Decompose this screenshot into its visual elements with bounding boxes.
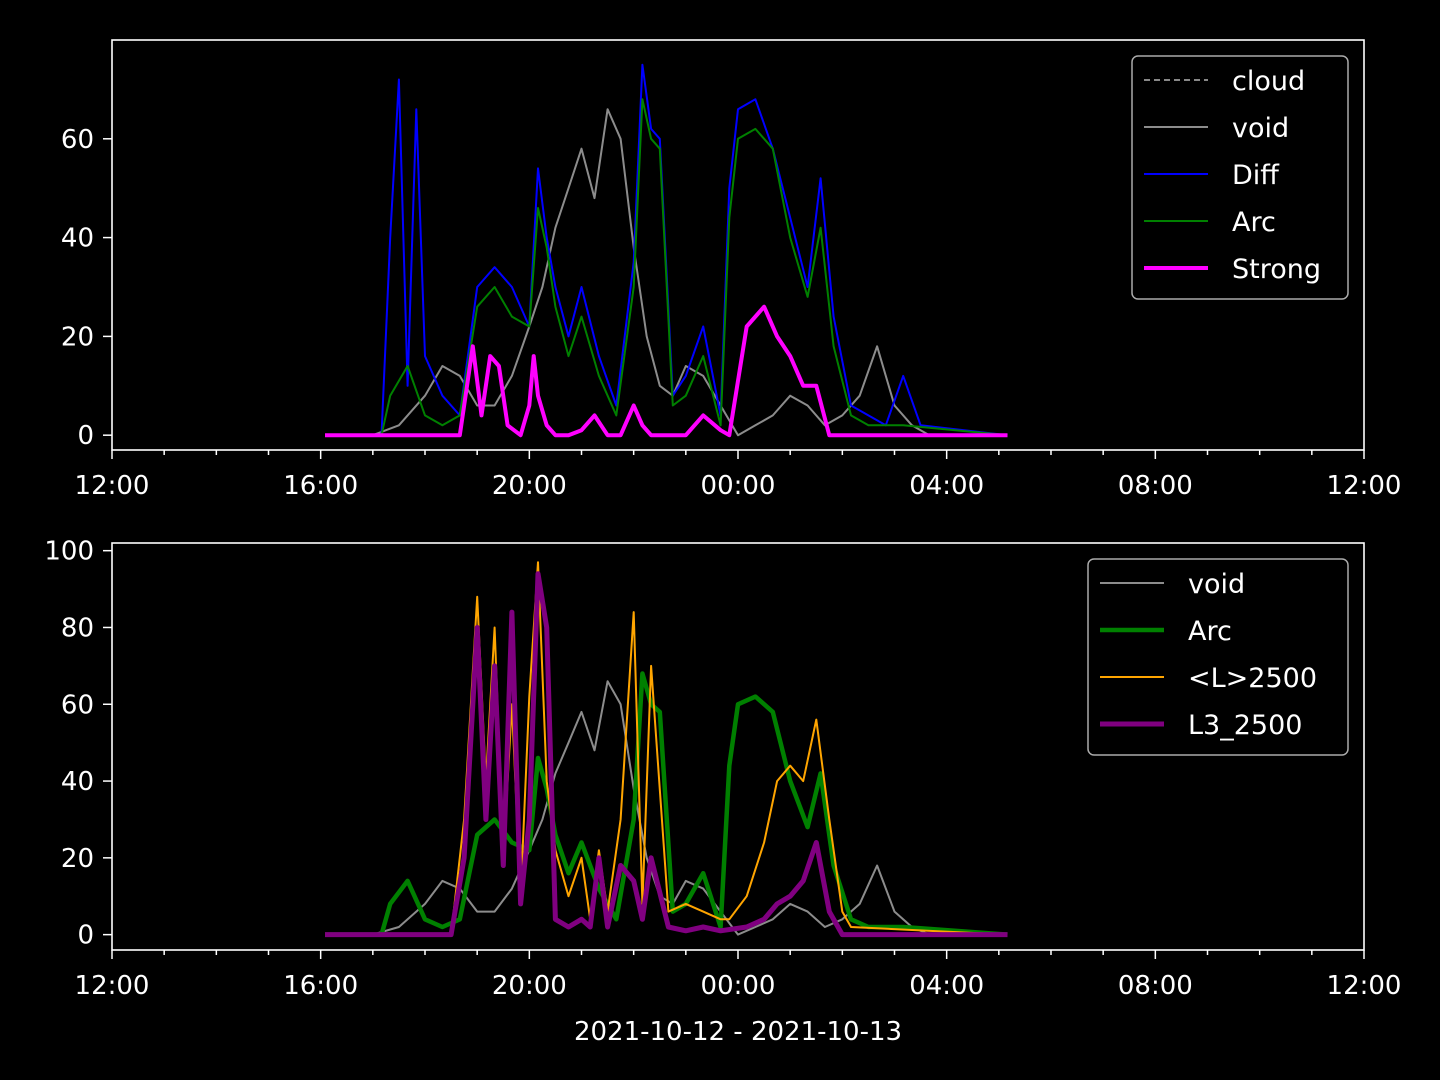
legend-box [1087, 558, 1349, 756]
legend-label-cloud: cloud [1232, 66, 1305, 97]
x-tick-label: 08:00 [1118, 971, 1193, 1001]
legend-label-void: void [1188, 569, 1245, 600]
y-tick-label: 100 [44, 537, 94, 567]
y-tick-label: 60 [61, 125, 94, 155]
x-tick-label: 12:00 [75, 971, 150, 1001]
series-line-arc [325, 671, 1008, 937]
y-tick-label: 80 [61, 613, 94, 643]
y-tick-label: 20 [61, 844, 94, 874]
series-line-void [325, 680, 1008, 936]
series-group [325, 561, 1008, 938]
series-line-arc [325, 98, 1008, 437]
x-tick-label: 00:00 [701, 971, 776, 1001]
y-tick-label: 40 [61, 767, 94, 797]
series-line-l3-2500 [325, 571, 1008, 938]
y-tick-label: 40 [61, 224, 94, 254]
bottom-chart-panel: 12:00 16:00 20:00 00:00 04:00 08:00 12:00 0 20 40… [44, 537, 1401, 1047]
legend-box [1131, 55, 1349, 300]
x-tick-label: 12:00 [1327, 971, 1402, 1001]
legend-label-strong: Strong [1232, 254, 1321, 285]
legend-label-diff: Diff [1232, 160, 1280, 191]
x-tick-label: 12:00 [75, 471, 150, 501]
series-line-diff [325, 63, 1008, 437]
x-tick-label: 12:00 [1327, 471, 1402, 501]
x-tick-label: 08:00 [1118, 471, 1193, 501]
y-tick-label: 60 [61, 690, 94, 720]
legend-label-arc: Arc [1188, 616, 1232, 647]
x-axis-label: 2021-10-12 - 2021-10-13 [574, 1017, 902, 1047]
series-line-void [325, 108, 1008, 437]
legend-label-arc: Arc [1232, 207, 1276, 238]
x-tick-label: 20:00 [492, 971, 567, 1001]
legend-label-void: void [1232, 113, 1289, 144]
x-tick-label: 04:00 [909, 471, 984, 501]
legend-label-l-2500: <L>2500 [1188, 663, 1317, 694]
series-line-strong [325, 304, 1008, 438]
y-tick-label: 20 [61, 322, 94, 352]
x-tick-label: 16:00 [283, 471, 358, 501]
x-tick-label: 00:00 [701, 471, 776, 501]
y-tick-label: 0 [77, 921, 94, 951]
legend-label-l3-2500: L3_2500 [1188, 710, 1302, 741]
x-tick-label: 16:00 [283, 971, 358, 1001]
top-chart-panel: 12:00 16:00 20:00 00:00 04:00 08:00 12:00 0 20 40… [61, 39, 1402, 501]
series-group [325, 63, 1008, 438]
x-tick-label: 20:00 [492, 471, 567, 501]
y-tick-label: 0 [77, 421, 94, 451]
x-tick-label: 04:00 [909, 971, 984, 1001]
